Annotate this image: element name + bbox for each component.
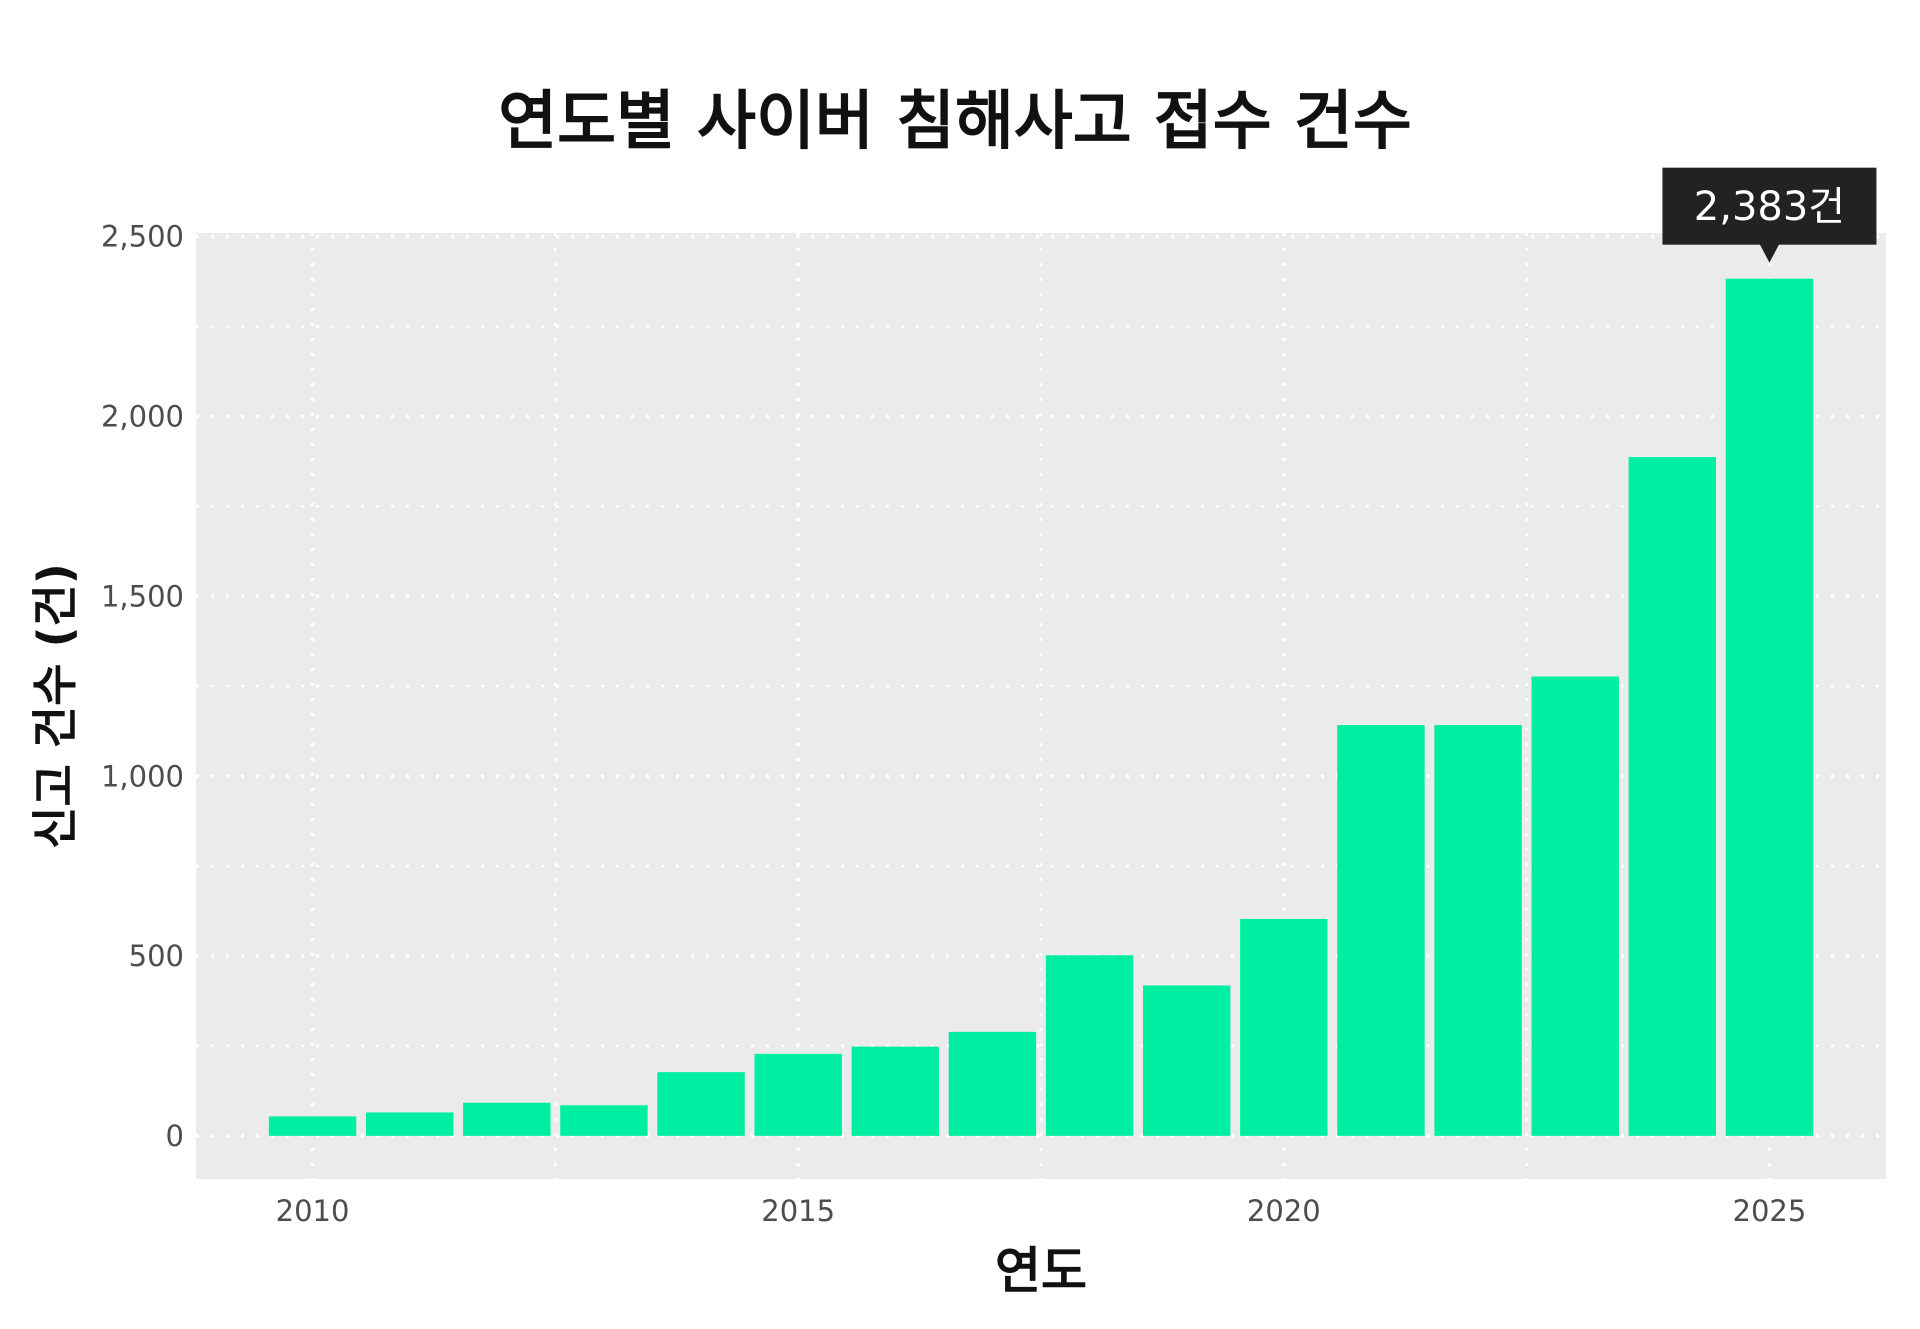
x-tick-label: 2020	[1247, 1194, 1321, 1228]
y-tick-label: 500	[129, 939, 184, 973]
y-axis-label: 신고 건수 (건)	[28, 563, 82, 849]
bar-2021	[1337, 725, 1425, 1136]
annotation-label: 2,383건	[1694, 184, 1845, 230]
x-tick-label: 2025	[1733, 1194, 1807, 1228]
annotation-pointer	[1759, 243, 1780, 263]
bar-2013	[560, 1105, 648, 1136]
bar-2016	[851, 1046, 940, 1136]
bar-2024	[1628, 457, 1717, 1136]
x-tick-label: 2010	[276, 1194, 350, 1228]
x-axis-label: 연도	[995, 1242, 1087, 1300]
y-tick-label: 2,000	[101, 400, 184, 434]
bars	[268, 278, 1814, 1136]
x-tick-label: 2015	[761, 1194, 835, 1228]
y-tick-label: 0	[166, 1119, 184, 1153]
bar-2015	[754, 1053, 842, 1136]
bar-2022	[1434, 725, 1522, 1136]
bar-2012	[463, 1102, 551, 1136]
y-tick-label: 1,000	[101, 759, 184, 793]
chart-title: 연도별 사이버 침해사고 접수 건수	[498, 85, 1411, 159]
annotation-callout: 2,383건	[1662, 167, 1877, 263]
y-axis-ticks: 0 500 1,000 1,500 2,000 2,500	[101, 220, 184, 1153]
bar-2025	[1725, 278, 1814, 1136]
annotation-box	[1662, 167, 1877, 245]
y-tick-label: 2,500	[101, 220, 184, 254]
bar-2010	[268, 1116, 357, 1136]
bar-2014	[657, 1072, 745, 1136]
y-tick-label: 1,500	[101, 579, 184, 613]
x-axis-ticks: 2010 2015 2020 2025	[276, 1194, 1807, 1228]
bar-2023	[1531, 676, 1619, 1136]
bar-2019	[1142, 985, 1231, 1136]
bar-2018	[1045, 955, 1134, 1136]
bar-2011	[365, 1112, 454, 1136]
bar-2017	[948, 1031, 1037, 1136]
bar-2020	[1240, 918, 1328, 1136]
